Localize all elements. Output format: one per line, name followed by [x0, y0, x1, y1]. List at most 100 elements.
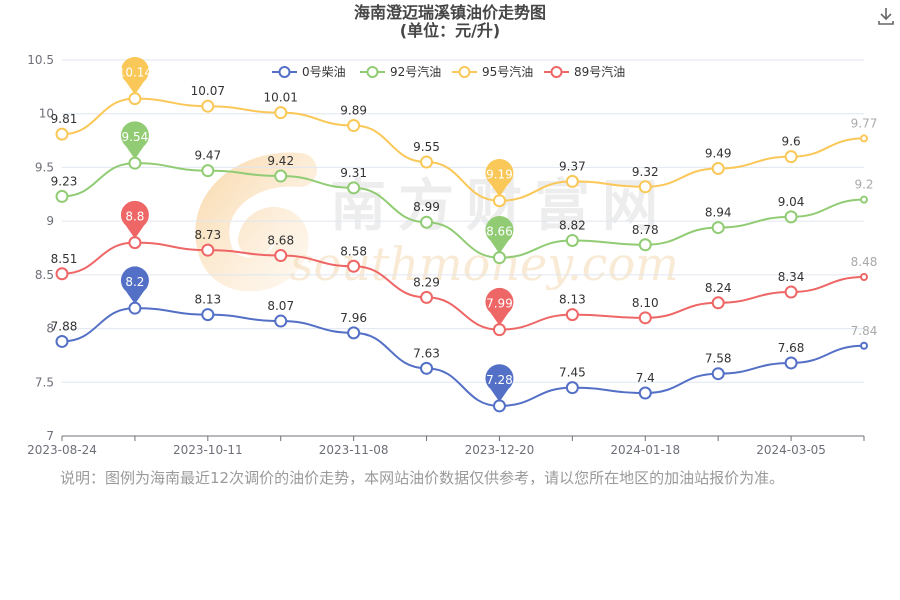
y-tick-label: 9.5	[35, 160, 54, 174]
data-point[interactable]	[128, 236, 142, 250]
data-point[interactable]	[201, 308, 215, 322]
data-label: 8.24	[705, 281, 732, 295]
data-label: 10.01	[264, 91, 298, 105]
legend-marker	[550, 66, 563, 78]
data-point[interactable]	[784, 210, 798, 224]
data-point[interactable]	[565, 381, 579, 395]
data-label: 8.34	[778, 270, 805, 284]
data-point[interactable]	[420, 361, 434, 375]
data-point[interactable]	[55, 127, 69, 141]
data-point[interactable]	[347, 119, 361, 133]
data-point[interactable]	[860, 273, 868, 282]
data-point[interactable]	[55, 189, 69, 203]
legend-item[interactable]: 92号汽油	[360, 64, 441, 79]
data-point[interactable]	[274, 249, 288, 263]
data-label: 9.37	[559, 159, 586, 173]
data-point[interactable]	[638, 386, 652, 400]
data-label: 8.94	[705, 206, 732, 220]
data-point[interactable]	[711, 162, 725, 176]
data-point[interactable]	[128, 301, 142, 315]
data-label: 9.77	[851, 116, 878, 130]
data-point[interactable]	[711, 296, 725, 310]
data-point[interactable]	[565, 233, 579, 247]
chart-footnote: 说明：图例为海南最近12次调价的油价走势，本网站油价数据仅供参考，请以您所在地区…	[60, 469, 785, 487]
y-tick-label: 8	[46, 322, 54, 336]
data-point[interactable]	[274, 106, 288, 120]
data-point[interactable]	[784, 285, 798, 299]
data-point[interactable]	[420, 155, 434, 169]
data-point[interactable]	[492, 194, 506, 208]
data-point[interactable]	[711, 221, 725, 235]
data-point[interactable]	[128, 92, 142, 106]
data-point[interactable]	[638, 180, 652, 194]
data-point[interactable]	[55, 334, 69, 348]
data-label: 9.31	[340, 166, 367, 180]
y-tick-label: 10.5	[27, 53, 54, 67]
data-label: 9.23	[51, 174, 78, 188]
series-line	[61, 97, 865, 202]
chart-title: 海南澄迈瑞溪镇油价走势图	[353, 3, 546, 22]
data-point[interactable]	[201, 99, 215, 113]
y-tick-label: 8.5	[35, 268, 54, 282]
data-point[interactable]	[860, 341, 868, 350]
grid-lines	[62, 59, 864, 383]
data-label: 9.55	[413, 140, 440, 154]
data-point[interactable]	[274, 314, 288, 328]
data-label: 9.81	[51, 112, 78, 126]
pin-label: 9.54	[122, 130, 149, 144]
pin-marker: 8.2	[120, 266, 149, 305]
pin-shape	[485, 215, 514, 254]
data-point[interactable]	[492, 251, 506, 265]
data-point[interactable]	[420, 290, 434, 304]
legend-label: 92号汽油	[390, 64, 441, 79]
pin-marker: 8.66	[485, 215, 514, 254]
data-point[interactable]	[784, 150, 798, 164]
data-point[interactable]	[347, 259, 361, 273]
legend-item[interactable]: 0号柴油	[272, 65, 346, 79]
data-label: 7.45	[559, 366, 586, 380]
pin-shape	[485, 287, 514, 326]
legend-marker	[278, 66, 291, 78]
pin-shape	[120, 121, 149, 160]
data-point[interactable]	[492, 323, 506, 337]
data-point[interactable]	[274, 169, 288, 183]
data-point[interactable]	[492, 399, 506, 413]
pin-shape	[120, 266, 149, 305]
legend-item[interactable]: 95号汽油	[452, 64, 533, 79]
data-point[interactable]	[860, 134, 868, 143]
data-label: 8.82	[559, 218, 586, 232]
y-tick-label: 7	[46, 429, 54, 443]
data-point[interactable]	[784, 356, 798, 370]
data-point[interactable]	[711, 367, 725, 381]
data-point[interactable]	[128, 156, 142, 170]
pin-shape	[120, 200, 149, 239]
data-point[interactable]	[565, 308, 579, 322]
data-point[interactable]	[347, 181, 361, 195]
series-line	[61, 241, 865, 331]
data-point[interactable]	[201, 243, 215, 257]
data-label: 9.6	[782, 135, 801, 149]
pin-label: 8.2	[125, 275, 144, 289]
y-tick-label: 9	[46, 214, 54, 228]
data-point[interactable]	[638, 238, 652, 252]
pin-marker: 7.28	[485, 364, 514, 402]
legend[interactable]: 0号柴油 92号汽油 95号汽油 89号汽油	[272, 64, 625, 79]
data-point[interactable]	[638, 311, 652, 325]
point-markers	[55, 92, 868, 413]
legend-item[interactable]: 89号汽油	[544, 64, 625, 79]
data-point[interactable]	[420, 215, 434, 229]
data-point[interactable]	[201, 164, 215, 178]
legend-marker	[458, 66, 471, 78]
series-line	[61, 162, 865, 259]
data-point[interactable]	[860, 195, 868, 204]
data-point[interactable]	[565, 174, 579, 188]
pin-shape	[485, 159, 514, 197]
data-point[interactable]	[55, 267, 69, 281]
data-point[interactable]	[347, 326, 361, 340]
download-icon[interactable]	[876, 6, 896, 26]
data-label: 8.51	[51, 252, 78, 266]
y-tick-label: 7.5	[35, 375, 54, 389]
data-label: 8.48	[851, 255, 878, 269]
